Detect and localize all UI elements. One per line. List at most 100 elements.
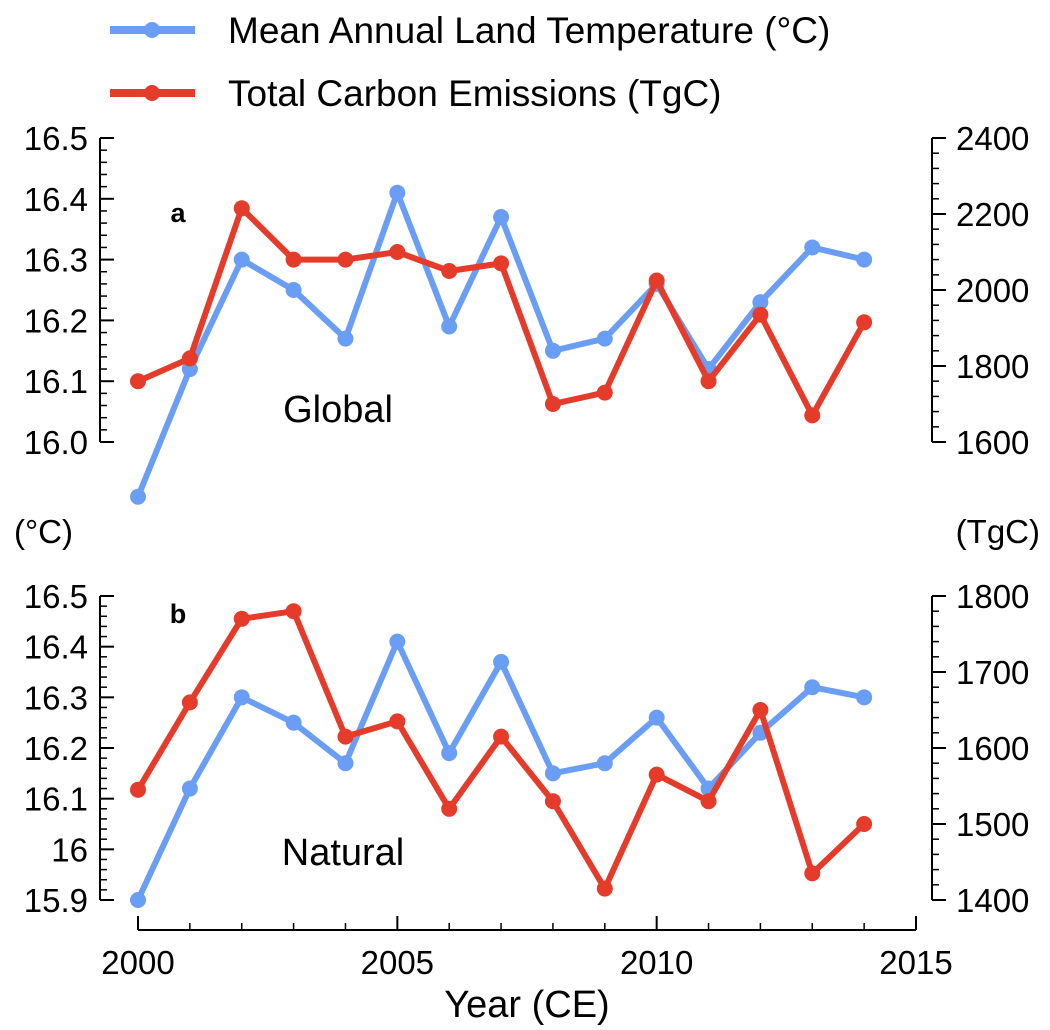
data-point-temperature <box>285 714 302 731</box>
right-axis-tick-label: 1500 <box>956 806 1029 843</box>
data-point-carbon <box>337 728 354 745</box>
data-point-temperature <box>804 679 821 696</box>
data-point-carbon <box>493 255 510 272</box>
data-point-carbon <box>181 350 198 367</box>
panel-global: 16.0 16.1 16.2 16.3 16.4 16.5 1600 1800 2000 2200… <box>24 120 1029 505</box>
data-point-temperature <box>337 755 354 772</box>
data-point-carbon <box>648 272 665 289</box>
series-line-temperature <box>135 189 865 498</box>
data-point-temperature <box>856 251 873 268</box>
legend-item-temperature: Mean Annual Land Temperature (°C) <box>110 10 830 51</box>
data-point-carbon <box>389 713 406 730</box>
data-point-temperature <box>233 251 250 268</box>
legend-swatch-marker-carbon <box>144 85 160 101</box>
left-axis-tick-label: 16.1 <box>24 781 88 818</box>
legend: Mean Annual Land Temperature (°C) Total … <box>110 10 830 114</box>
data-point-temperature <box>233 689 250 706</box>
data-point-carbon <box>285 603 302 620</box>
panel-natural: 15.9 16 16.1 16.2 16.3 16.4 16.5 1400 1500 1600 17… <box>24 578 1030 919</box>
left-axis-tick-label: 15.9 <box>24 882 88 919</box>
data-point-carbon <box>856 314 873 331</box>
data-point-temperature <box>441 318 458 335</box>
panel-region-label: Natural <box>282 832 405 874</box>
data-point-carbon <box>441 800 458 817</box>
x-axis-title: Year (CE) <box>444 984 609 1026</box>
data-point-temperature <box>181 780 198 797</box>
data-point-temperature <box>493 653 510 670</box>
data-point-temperature <box>544 342 561 359</box>
left-axis-tick-label: 16 <box>51 831 88 868</box>
data-point-carbon <box>493 728 510 745</box>
right-axis-tick-label: 1600 <box>956 424 1029 461</box>
left-axis-tick-label: 16.1 <box>24 363 88 400</box>
x-axis-tick-label: 2010 <box>620 944 693 981</box>
data-point-carbon <box>441 263 458 279</box>
data-point-temperature <box>130 488 146 505</box>
right-axis-tick-label: 1800 <box>956 578 1029 615</box>
data-point-carbon <box>596 880 613 897</box>
data-point-temperature <box>337 330 354 347</box>
data-point-temperature <box>752 294 769 311</box>
left-axis-tick-label: 16.3 <box>24 242 88 279</box>
left-axis-unit-label: (°C) <box>14 513 73 550</box>
panel-letter-label: a <box>170 198 186 228</box>
data-point-carbon <box>337 251 354 268</box>
data-point-carbon <box>233 610 250 627</box>
data-point-temperature <box>285 282 302 298</box>
x-axis: 2000 2005 2010 2015 <box>101 916 953 981</box>
panel-region-label: Global <box>283 389 393 431</box>
data-point-carbon <box>130 781 146 798</box>
data-point-temperature <box>804 239 821 256</box>
data-point-carbon <box>544 396 561 412</box>
right-axis-tick-label: 2200 <box>956 196 1029 233</box>
data-point-temperature <box>648 709 665 726</box>
legend-swatch-marker-temperature <box>144 22 160 38</box>
series-line-carbon <box>135 608 867 892</box>
data-point-carbon <box>544 793 561 810</box>
legend-label-carbon: Total Carbon Emissions (TgC) <box>228 73 721 114</box>
data-point-temperature <box>493 209 510 226</box>
left-axis-tick-label: 16.5 <box>24 578 88 615</box>
left-axis-tick-label: 16.4 <box>24 629 88 666</box>
series-line-temperature <box>135 638 865 902</box>
data-point-carbon <box>285 251 302 268</box>
right-axis-tick-label: 1600 <box>956 730 1029 767</box>
left-axis-tick-label: 16.2 <box>24 302 88 339</box>
right-axis-tick-label: 1400 <box>956 882 1029 919</box>
left-axis-tick-label: 16.2 <box>24 730 88 767</box>
data-point-carbon <box>752 702 769 718</box>
data-point-carbon <box>233 200 250 217</box>
data-point-carbon <box>181 694 198 711</box>
left-axis-tick-label: 16.4 <box>24 181 88 218</box>
right-axis-tick-label: 2000 <box>956 272 1029 309</box>
data-point-carbon <box>804 865 821 882</box>
data-point-temperature <box>596 330 613 347</box>
legend-item-carbon: Total Carbon Emissions (TgC) <box>110 73 721 114</box>
x-axis-tick-label: 2005 <box>361 944 434 981</box>
data-point-carbon <box>648 766 665 783</box>
left-axis-tick-label: 16.0 <box>24 424 88 461</box>
data-point-temperature <box>596 755 613 772</box>
data-point-temperature <box>441 745 458 762</box>
right-axis-tick-label: 2400 <box>956 120 1029 157</box>
data-point-carbon <box>804 407 821 424</box>
x-axis-tick-label: 2015 <box>879 944 952 981</box>
data-point-temperature <box>544 765 561 782</box>
left-axis-tick-label: 16.5 <box>24 120 88 157</box>
right-axis-tick-label: 1700 <box>956 654 1029 691</box>
data-point-temperature <box>389 633 406 650</box>
left-axis-tick-label: 16.3 <box>24 679 88 716</box>
right-axis-tick-label: 1800 <box>956 348 1029 385</box>
panel-letter-label: b <box>170 599 187 629</box>
data-point-carbon <box>130 373 146 390</box>
data-point-carbon <box>700 373 717 390</box>
data-point-carbon <box>856 816 873 832</box>
data-point-temperature <box>389 184 406 201</box>
data-point-carbon <box>752 306 769 323</box>
data-point-carbon <box>596 384 613 401</box>
x-axis-tick-label: 2000 <box>101 944 174 981</box>
legend-label-temperature: Mean Annual Land Temperature (°C) <box>228 10 830 51</box>
data-point-temperature <box>130 892 146 908</box>
data-point-carbon <box>700 793 717 810</box>
